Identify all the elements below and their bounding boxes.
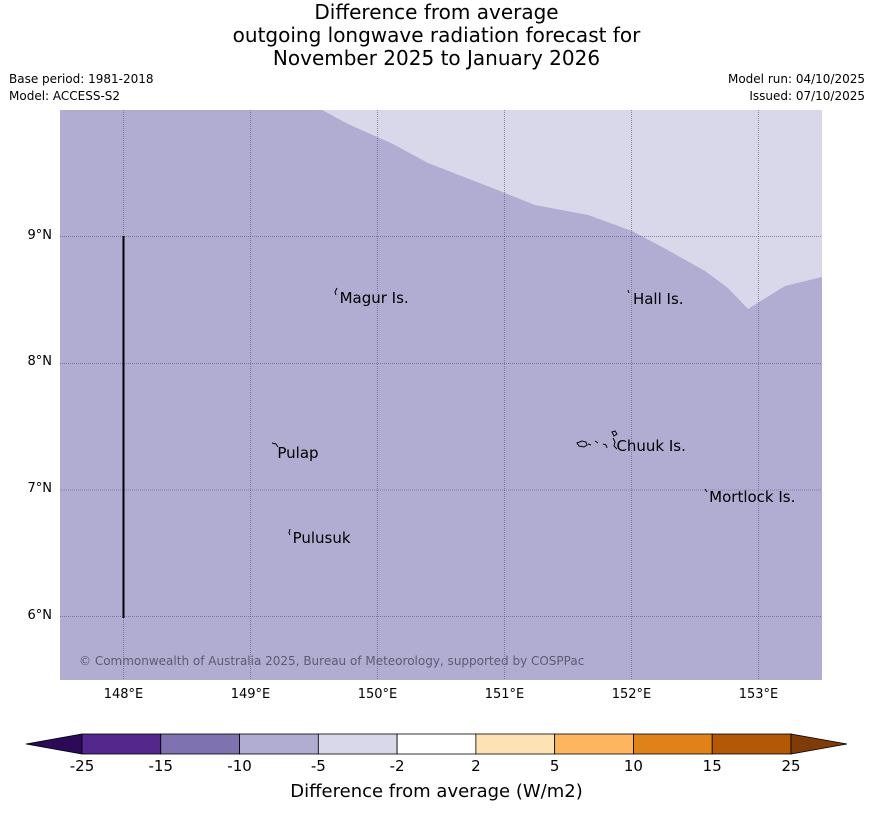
lon-tick-label-5: 153°E [738, 687, 779, 702]
place-label-hall-is: Hall Is. [632, 290, 684, 309]
colorbar-tick-5: 2 [471, 757, 481, 775]
colorbar-segment-4 [396, 733, 477, 755]
base-period: Base period: 1981-2018 [9, 72, 154, 86]
light-anomaly-region [322, 110, 822, 309]
place-label-mortlock-is: Mortlock Is. [709, 488, 796, 506]
lat-tick-label-3: 6°N [27, 607, 53, 623]
mortlock-island-shape [704, 488, 708, 493]
title-line-2: outgoing longwave radiation forecast for [232, 23, 641, 47]
place-label-pulap: Pulap [277, 443, 319, 462]
lon-tick-label-4: 152°E [611, 687, 652, 702]
copyright-text: © Commonwealth of Australia 2025, Bureau… [79, 654, 585, 668]
colorbar-segment-1 [160, 733, 240, 755]
colorbar-segment-6 [554, 733, 634, 755]
map-panel[interactable] [60, 110, 822, 680]
lon-tick-label-2: 150°E [357, 687, 398, 702]
magur-island-shape [334, 287, 338, 296]
lat-tick-label-1: 8°N [27, 354, 53, 370]
title-line-3: November 2025 to January 2026 [272, 46, 601, 70]
gridlines [60, 110, 822, 680]
issued-date: Issued: 07/10/2025 [749, 89, 865, 103]
colorbar-segment-2 [239, 733, 319, 755]
pulusuk-island-shape [288, 528, 291, 536]
title-line-1: Difference from average [314, 0, 559, 24]
colorbar-segment-7 [633, 733, 713, 755]
place-label-pulusuk: Pulusuk [292, 528, 351, 547]
colorbar-left-extend [25, 733, 83, 755]
lon-tick-label-1: 149°E [230, 687, 271, 702]
map-title: Difference from average outgoing longwav… [0, 1, 873, 70]
colorbar-tick-2: -10 [227, 757, 252, 775]
colorbar-tick-7: 10 [623, 757, 643, 775]
colorbar-tick-9: 25 [781, 757, 801, 775]
lon-tick-label-3: 151°E [484, 687, 525, 702]
model-name: Model: ACCESS-S2 [9, 89, 121, 103]
place-label-magur-is: Magur Is. [339, 289, 409, 308]
colorbar-segment-8 [711, 733, 792, 755]
colorbar-tick-8: 15 [702, 757, 722, 775]
pulap-island-shape [271, 442, 279, 448]
colorbar-right-extend [790, 733, 848, 755]
place-label-chuuk-is: Chuuk Is. [616, 437, 686, 456]
lat-tick-label-2: 7°N [27, 481, 53, 496]
lon-tick-label-0: 148°E [103, 687, 144, 702]
meta-right: Model run: 04/10/2025 Issued: 07/10/2025 [728, 71, 865, 105]
lat-tick-label-0: 9°N [27, 227, 53, 243]
colorbar-segment-0 [81, 733, 162, 755]
model-run: Model run: 04/10/2025 [727, 72, 865, 86]
colorbar-tick-6: 5 [549, 757, 560, 775]
hall-island-shape [627, 289, 630, 294]
meta-left: Base period: 1981-2018 Model: ACCESS-S2 [9, 71, 154, 105]
colorbar-segment-3 [317, 733, 398, 755]
island-markers [271, 287, 708, 536]
colorbar [25, 733, 848, 755]
colorbar-tick-0: -25 [69, 757, 95, 775]
chuuk-islands-shape [576, 430, 618, 450]
colorbar-tick-4: -2 [389, 757, 405, 775]
map-canvas [60, 110, 822, 680]
colorbar-segment-5 [475, 733, 556, 755]
colorbar-tick-3: -5 [310, 757, 326, 775]
colorbar-label: Difference from average (W/m2) [290, 781, 583, 802]
colorbar-tick-1: -15 [148, 757, 174, 775]
